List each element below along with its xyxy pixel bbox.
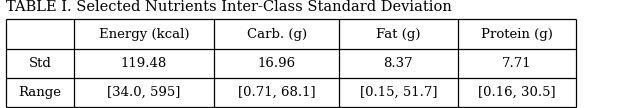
Text: 7.71: 7.71 bbox=[502, 57, 532, 70]
Text: [34.0, 595]: [34.0, 595] bbox=[108, 86, 180, 99]
Text: Fat (g): Fat (g) bbox=[376, 28, 420, 40]
Text: Carb. (g): Carb. (g) bbox=[247, 28, 307, 40]
Text: [0.71, 68.1]: [0.71, 68.1] bbox=[238, 86, 316, 99]
Text: Protein (g): Protein (g) bbox=[481, 28, 553, 40]
Text: 8.37: 8.37 bbox=[383, 57, 413, 70]
Text: Std: Std bbox=[29, 57, 51, 70]
Text: [0.16, 30.5]: [0.16, 30.5] bbox=[478, 86, 556, 99]
Text: 119.48: 119.48 bbox=[121, 57, 167, 70]
Text: Range: Range bbox=[19, 86, 61, 99]
Text: Energy (kcal): Energy (kcal) bbox=[99, 28, 189, 40]
Text: TABLE I. Selected Nutrients Inter-Class Standard Deviation: TABLE I. Selected Nutrients Inter-Class … bbox=[6, 0, 452, 14]
Text: 16.96: 16.96 bbox=[258, 57, 296, 70]
Text: [0.15, 51.7]: [0.15, 51.7] bbox=[360, 86, 437, 99]
